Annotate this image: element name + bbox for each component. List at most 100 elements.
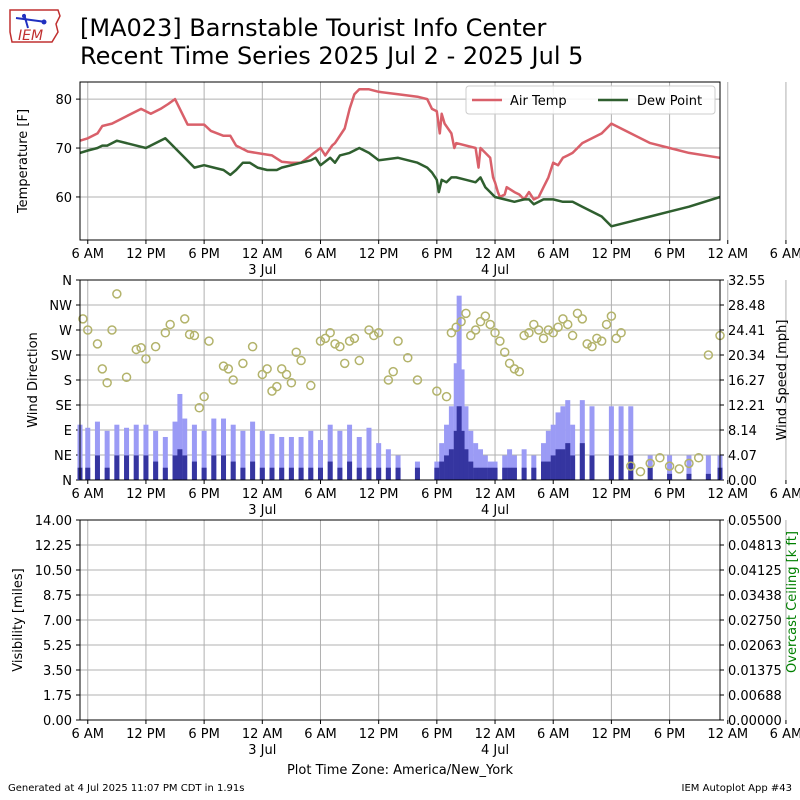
speed-bar [439,461,445,480]
direction-point [567,330,578,341]
speed-tick-label: 20.34 [728,349,765,364]
speed-bar [317,467,323,480]
gust-bar [356,436,362,480]
y2-tick-label: 0.04125 [728,564,782,579]
gust-bar [366,427,372,480]
speed-bar [250,461,256,480]
gust-bar [211,418,217,480]
direction-point [606,311,617,321]
x-tick-label: 6 PM [654,487,685,502]
speed-bar [133,455,139,480]
y2-tick-label: 0.01375 [728,664,782,679]
speed-bar [555,449,561,480]
axes-frame [79,519,721,721]
speed-bar [487,467,493,480]
direction-point [344,336,355,346]
gust-bar [555,412,561,480]
speed-bar [221,455,227,480]
direction-point [645,458,655,469]
direction-point [543,325,554,335]
speed-bar [477,467,483,480]
y-axis-label: Wind Direction [26,332,41,428]
direction-point [582,339,592,349]
direction-point [257,369,268,380]
direction-tick-label: SW [51,349,72,364]
direction-tick-label: NE [54,449,72,464]
speed-bar [211,455,217,480]
speed-bar [647,467,653,480]
gust-bar [705,455,711,480]
speed-bar [541,461,547,480]
date-label: 3 Jul [248,743,276,758]
x-tick-label: 6 PM [654,727,685,742]
app-note: IEM Autoplot App #43 [681,783,792,794]
gust-bar [507,449,513,480]
direction-point [616,328,626,338]
direction-point [199,391,209,402]
direction-point [83,325,93,335]
direction-point [558,314,568,324]
direction-tick-label: N [62,274,72,289]
gust-bar [565,400,571,480]
speed-tick-label: 28.48 [728,299,765,314]
speed-bar [172,455,178,480]
direction-point [218,361,229,371]
direction-point [267,386,277,396]
y2-axis-label: Wind Speed [mph] [775,320,790,441]
series-line-dew-point [79,137,721,228]
direction-point [480,311,491,321]
x-tick-label: 6 AM [304,487,337,502]
gust-bar [589,406,595,480]
x-tick-label: 6 AM [537,247,570,262]
speed-bar [366,467,372,480]
direction-point [373,328,384,338]
speed-bar [201,467,207,480]
direction-point [364,325,374,335]
direction-point [165,319,175,330]
direction-tick-label: E [64,424,72,439]
direction-point [315,336,326,346]
speed-tick-label: 12.21 [728,399,765,414]
direction-point [276,364,287,374]
speed-bar [269,467,275,480]
direction-point [92,339,103,349]
x-tick-label: 12 PM [126,727,166,742]
gust-bar [347,424,353,480]
gust-bar [221,418,227,480]
speed-bar [104,467,110,480]
speed-bar [628,455,634,480]
speed-bar [667,473,673,480]
speed-bar [308,467,314,480]
gust-bar [177,393,183,480]
direction-point [412,375,423,385]
speed-bar [448,449,454,480]
x-tick-label: 12 AM [242,727,283,742]
speed-tick-label: 32.55 [728,274,765,289]
direction-point [490,328,500,338]
x-tick-label: 12 PM [126,247,166,262]
x-tick-label: 6 PM [421,247,452,262]
direction-point [354,355,365,366]
direction-point [184,329,195,340]
x-tick-label: 6 PM [188,727,219,742]
gust-bar [288,436,294,480]
chart-title: [MA023] Barnstable Tourist Info Center R… [80,14,583,70]
direction-point [519,330,529,341]
direction-point [286,378,297,388]
direction-point [262,364,272,374]
speed-bar [618,455,624,480]
speed-bar [570,455,576,480]
direction-point [563,319,573,330]
direction-point [601,319,612,330]
direction-point [664,461,675,471]
direction-point [577,314,588,324]
y-tick-label: 7.00 [43,614,72,629]
speed-tick-label: 24.41 [728,324,765,339]
direction-tick-label: N [62,474,72,489]
direction-point [635,466,646,477]
x-tick-label: 6 AM [770,247,800,262]
gust-bar [463,406,469,480]
x-tick-label: 12 AM [475,727,516,742]
visibility-panel: 6 AM 12 PM 6 PM 12 AM 6 AM 12 PM 6 PM 12 AM 6 AM… [11,514,800,758]
direction-point [228,375,238,385]
